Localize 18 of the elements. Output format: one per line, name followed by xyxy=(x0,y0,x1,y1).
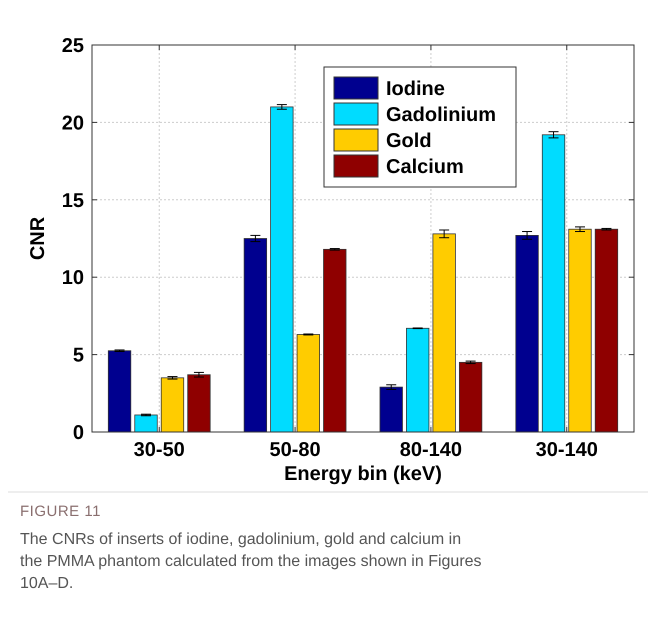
x-tick-label: 80-140 xyxy=(400,439,462,461)
legend-label: Iodine xyxy=(386,78,445,100)
text: The CNRs of inserts of iodine, gadolinium, gold and calcium in the PMMA phantom calculated from the images shown in Figures 10A–D. xyxy=(20,531,482,592)
y-axis-title: CNR xyxy=(27,216,49,260)
legend-label: Calcium xyxy=(386,156,464,178)
legend-label: Gadolinium xyxy=(386,104,496,126)
x-axis-title: Energy bin (keV) xyxy=(284,463,442,485)
y-tick-label: 25 xyxy=(62,35,84,57)
legend-label: Gold xyxy=(386,130,432,152)
x-tick-label: 50-80 xyxy=(270,439,321,461)
y-tick-label: 5 xyxy=(72,344,84,367)
x-tick-label: 30-50 xyxy=(134,439,185,461)
x-tick-label: 30-140 xyxy=(536,439,598,461)
y-tick-label: 20 xyxy=(62,112,84,134)
y-tick-label: 15 xyxy=(62,190,84,212)
caption: FIGURE 11 xyxy=(20,503,101,520)
y-tick-label: 0 xyxy=(72,422,84,444)
y-tick-label: 10 xyxy=(62,267,84,290)
